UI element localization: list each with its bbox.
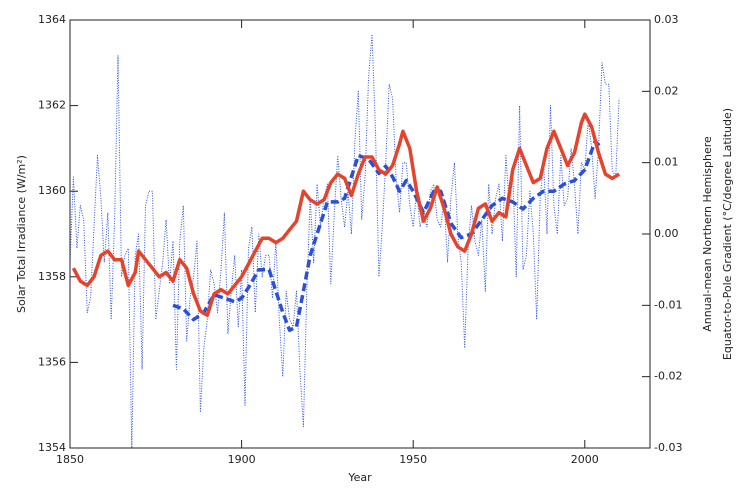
y-tick-label: 1364 [38,13,66,26]
y-tick-label: 1360 [38,184,66,197]
series-line [69,33,620,449]
y2-tick-label: 0.02 [654,84,679,97]
y2-tick-label: 0.01 [654,156,679,169]
x-axis-label: Year [347,471,372,484]
y2-axis-label: Annual-mean Northern Hemisphere [701,136,714,332]
x-tick-label: 1900 [228,453,256,466]
y-axis-label: Solar Total Irradiance (W/m²) [15,155,28,313]
y2-tick-label: 0.03 [654,13,679,26]
series-line [71,112,621,318]
y-tick-label: 1354 [38,441,66,454]
y2-tick-label: -0.03 [654,441,682,454]
plot-frame [69,19,651,449]
series-line [172,139,604,333]
x-tick-label: 1850 [56,453,84,466]
y-tick-label: 1356 [38,355,66,368]
x-tick-label: 2000 [571,453,599,466]
y2-tick-label: 0.00 [654,227,679,240]
y-tick-label: 1358 [38,270,66,283]
x-tick-label: 1950 [399,453,427,466]
y-tick-label: 1362 [38,99,66,112]
y2-tick-label: -0.01 [654,298,682,311]
y2-tick-label: -0.02 [654,370,682,383]
y2-axis-label: Equator-to-Pole Gradient (°C/degree Lati… [721,108,734,360]
